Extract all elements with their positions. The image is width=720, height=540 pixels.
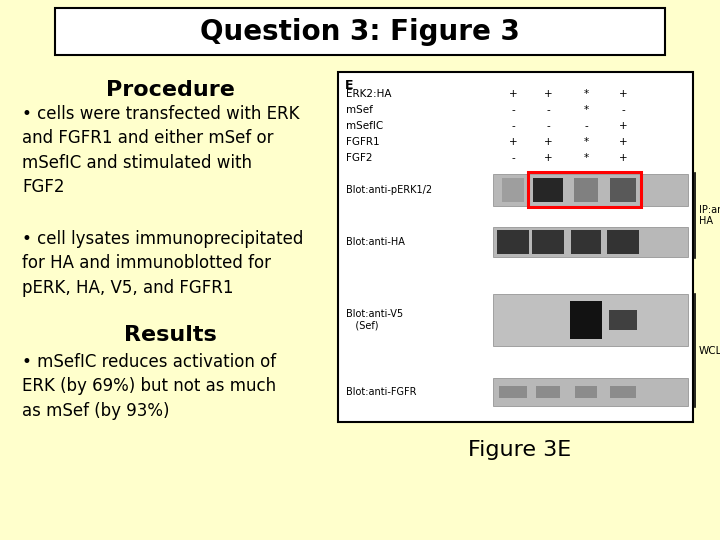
Text: Blot:anti-pERK1/2: Blot:anti-pERK1/2	[346, 185, 432, 195]
Bar	[536, 386, 560, 398]
Bar	[493, 227, 688, 257]
Text: +: +	[618, 153, 627, 163]
Text: *: *	[583, 153, 588, 163]
Text: Results: Results	[124, 325, 217, 345]
Bar	[493, 378, 688, 406]
Text: • cell lysates immunoprecipitated
for HA and immunoblotted for
pERK, HA, V5, and: • cell lysates immunoprecipitated for HA…	[22, 230, 303, 296]
Text: -: -	[511, 105, 515, 115]
Bar	[609, 310, 637, 330]
Text: +: +	[618, 121, 627, 131]
Text: -: -	[511, 121, 515, 131]
Text: Blot:anti-HA: Blot:anti-HA	[346, 237, 405, 247]
Text: *: *	[583, 137, 588, 147]
Text: +: +	[544, 137, 552, 147]
Text: mSef: mSef	[346, 105, 373, 115]
Bar	[571, 230, 601, 254]
Text: IP:anti-
HA: IP:anti- HA	[699, 205, 720, 226]
Bar	[574, 178, 598, 202]
Bar	[55, 8, 665, 55]
Bar	[493, 174, 688, 206]
Text: WCL: WCL	[699, 346, 720, 355]
Text: -: -	[546, 105, 550, 115]
Text: Question 3: Figure 3: Question 3: Figure 3	[200, 17, 520, 45]
Text: Blot:anti-V5
   (Sef): Blot:anti-V5 (Sef)	[346, 309, 403, 331]
Bar	[497, 230, 529, 254]
Bar	[493, 294, 688, 346]
Bar	[338, 72, 693, 422]
Text: +: +	[618, 137, 627, 147]
Text: +: +	[509, 89, 517, 99]
Text: FGF2: FGF2	[346, 153, 372, 163]
Text: +: +	[509, 137, 517, 147]
Bar	[610, 178, 636, 202]
Bar	[499, 386, 527, 398]
Text: -: -	[546, 121, 550, 131]
Text: E: E	[345, 79, 354, 92]
Text: • cells were transfected with ERK
and FGFR1 and either mSef or
mSefIC and stimul: • cells were transfected with ERK and FG…	[22, 105, 300, 196]
Text: -: -	[621, 105, 625, 115]
Bar	[610, 386, 636, 398]
Text: *: *	[583, 89, 588, 99]
Text: Figure 3E: Figure 3E	[469, 440, 572, 460]
Text: +: +	[544, 89, 552, 99]
Text: -: -	[584, 121, 588, 131]
Bar	[533, 178, 563, 202]
Text: -: -	[511, 153, 515, 163]
Bar	[570, 301, 602, 339]
Text: Procedure: Procedure	[106, 80, 235, 100]
Text: +: +	[544, 153, 552, 163]
Bar	[575, 386, 597, 398]
Text: FGFR1: FGFR1	[346, 137, 379, 147]
Text: ERK2:HA: ERK2:HA	[346, 89, 392, 99]
Text: +: +	[618, 89, 627, 99]
Bar	[528, 172, 641, 207]
Text: mSefIC: mSefIC	[346, 121, 383, 131]
Bar	[607, 230, 639, 254]
Text: Blot:anti-FGFR: Blot:anti-FGFR	[346, 387, 416, 397]
Bar	[502, 178, 524, 202]
Text: • mSefIC reduces activation of
ERK (by 69%) but not as much
as mSef (by 93%): • mSefIC reduces activation of ERK (by 6…	[22, 353, 276, 420]
Bar	[532, 230, 564, 254]
Text: *: *	[583, 105, 588, 115]
